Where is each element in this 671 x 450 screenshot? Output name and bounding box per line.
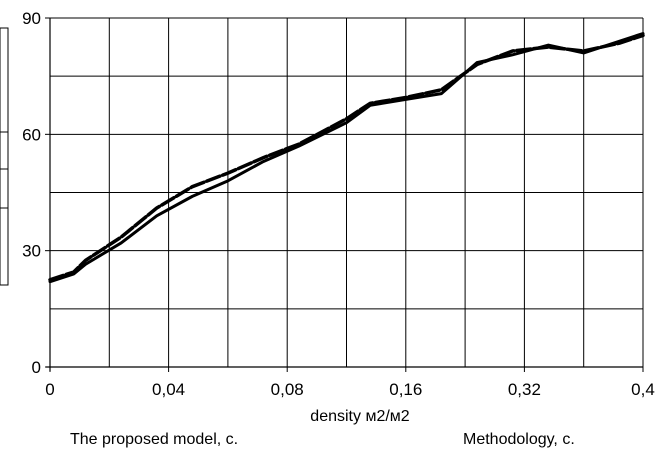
y-tick-label: 60 xyxy=(22,125,41,144)
series-lines xyxy=(48,32,645,284)
y-tick-label: 0 xyxy=(32,358,41,377)
legend-box xyxy=(0,27,9,286)
labels: 0 0,04 0,08 0,16 0,32 0,4 0 30 60 90 density м2/м2… xyxy=(22,9,655,448)
series-line-proposed-model xyxy=(48,32,645,284)
x-tick-label: 0,32 xyxy=(508,380,541,399)
x-tick-label: 0 xyxy=(45,380,54,399)
x-tick-label: 0,16 xyxy=(389,380,422,399)
y-tick-label: 30 xyxy=(22,242,41,261)
x-tick-label: 0,08 xyxy=(271,380,304,399)
series-line-methodology xyxy=(48,33,645,282)
x-axis-title: density м2/м2 xyxy=(310,408,409,425)
grid xyxy=(50,18,643,367)
x-tick-label: 0,04 xyxy=(152,380,185,399)
x-tick-label: 0,4 xyxy=(631,380,655,399)
y-tick-label: 90 xyxy=(22,9,41,28)
legend-label-proposed-model: The proposed model, с. xyxy=(70,431,238,448)
legend-label-methodology: Methodology, с. xyxy=(463,431,575,448)
axes xyxy=(45,17,644,372)
